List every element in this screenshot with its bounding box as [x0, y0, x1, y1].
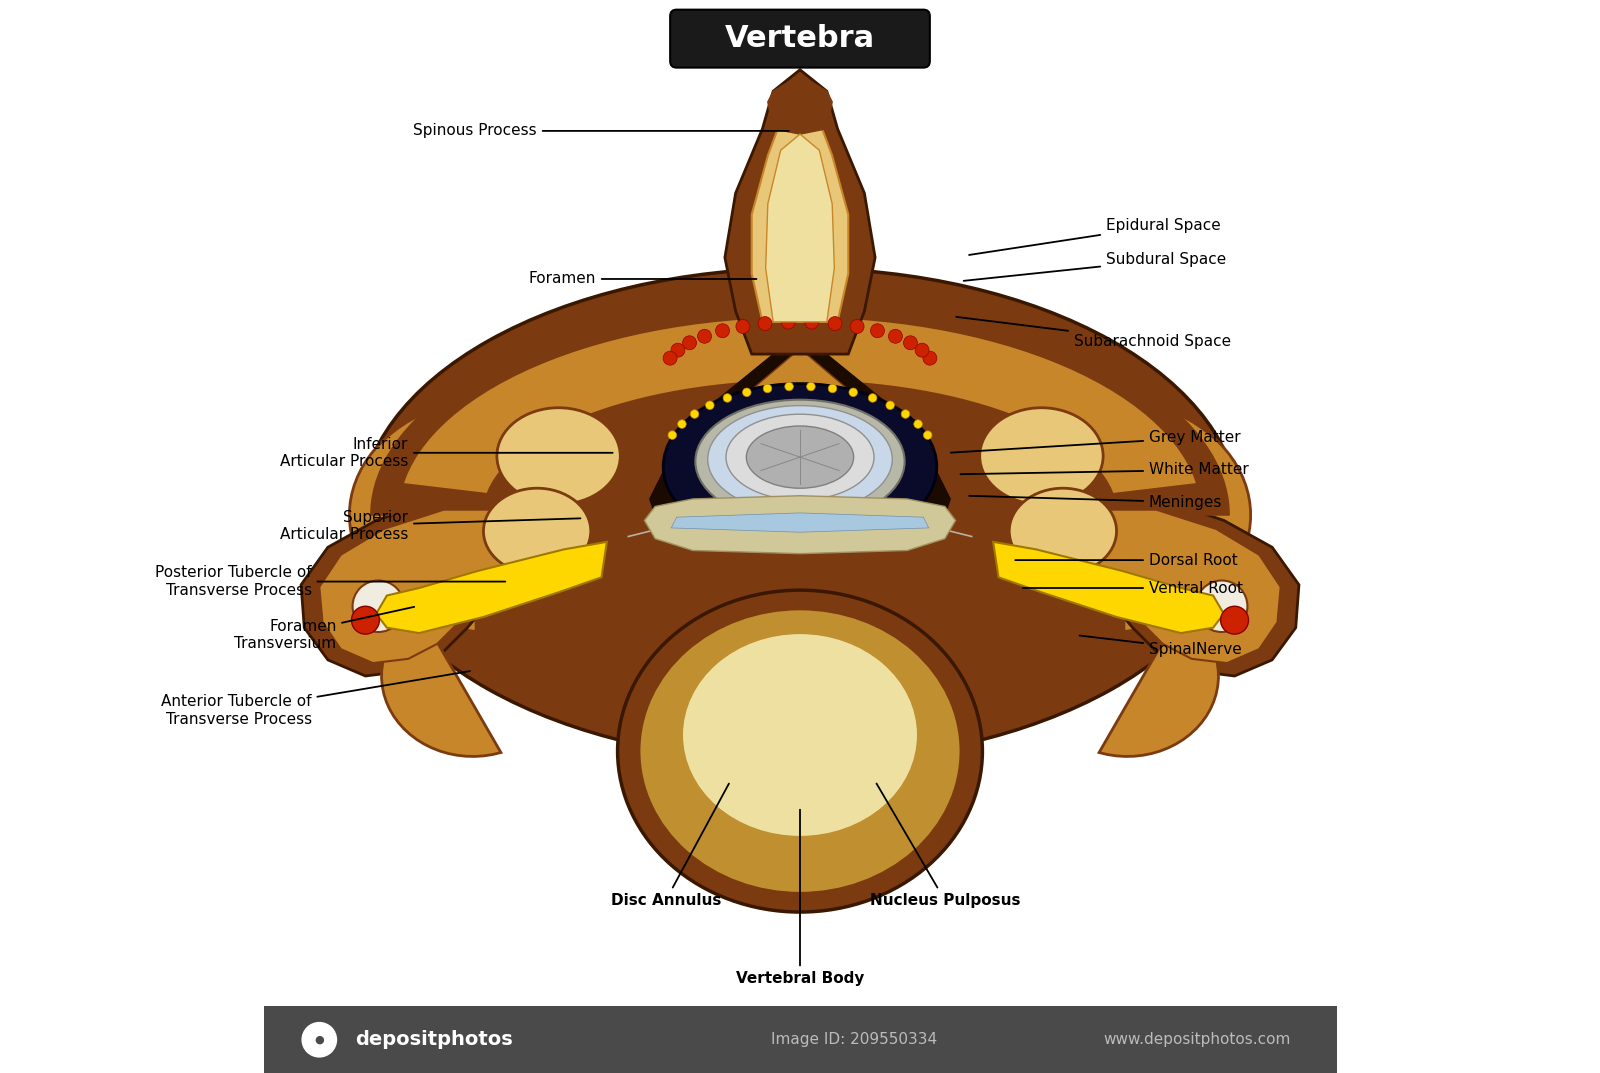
Polygon shape	[1123, 398, 1251, 632]
Ellipse shape	[715, 324, 730, 338]
Ellipse shape	[886, 401, 894, 410]
Polygon shape	[672, 513, 928, 532]
Text: Spinous Process: Spinous Process	[413, 123, 789, 138]
Ellipse shape	[829, 384, 837, 393]
Polygon shape	[752, 97, 848, 322]
Ellipse shape	[746, 426, 854, 488]
Ellipse shape	[690, 410, 699, 418]
Text: Inferior
Articular Process: Inferior Articular Process	[280, 437, 613, 469]
Text: Anterior Tubercle of
Transverse Process: Anterior Tubercle of Transverse Process	[162, 671, 470, 726]
Text: Vertebra: Vertebra	[725, 24, 875, 54]
Polygon shape	[682, 349, 918, 499]
Polygon shape	[768, 75, 832, 134]
FancyBboxPatch shape	[670, 10, 930, 68]
Ellipse shape	[781, 315, 795, 329]
Polygon shape	[725, 70, 875, 354]
Ellipse shape	[302, 1023, 336, 1057]
Polygon shape	[371, 300, 1229, 515]
Text: Foramen
Transversium: Foramen Transversium	[234, 607, 414, 651]
Ellipse shape	[726, 414, 874, 500]
Ellipse shape	[870, 324, 885, 338]
Ellipse shape	[758, 317, 771, 330]
Text: Ventral Root: Ventral Root	[1022, 580, 1243, 596]
Ellipse shape	[678, 420, 686, 428]
Text: Grey Matter: Grey Matter	[950, 430, 1240, 453]
Text: ●: ●	[315, 1034, 325, 1045]
Ellipse shape	[683, 336, 696, 350]
Text: Superior
Articular Process: Superior Articular Process	[280, 510, 581, 542]
Text: Subdural Space: Subdural Space	[963, 252, 1226, 281]
Ellipse shape	[888, 329, 902, 343]
Ellipse shape	[662, 351, 677, 365]
Polygon shape	[650, 333, 950, 520]
Ellipse shape	[736, 320, 750, 334]
Ellipse shape	[483, 488, 590, 574]
Ellipse shape	[784, 382, 794, 391]
Ellipse shape	[923, 430, 931, 439]
Ellipse shape	[1195, 580, 1248, 632]
Ellipse shape	[850, 388, 858, 397]
Ellipse shape	[662, 384, 938, 550]
Ellipse shape	[901, 410, 910, 418]
Text: Subarachnoid Space: Subarachnoid Space	[957, 317, 1230, 349]
Ellipse shape	[498, 408, 621, 504]
Polygon shape	[381, 611, 501, 756]
Polygon shape	[645, 496, 955, 554]
Polygon shape	[403, 317, 1197, 494]
Ellipse shape	[850, 320, 864, 334]
Ellipse shape	[707, 406, 893, 513]
Bar	[264, 1006, 1336, 1073]
Ellipse shape	[1010, 488, 1117, 574]
Text: Vertebral Body: Vertebral Body	[736, 810, 864, 986]
Text: Image ID: 209550334: Image ID: 209550334	[771, 1032, 936, 1047]
Ellipse shape	[763, 384, 771, 393]
Ellipse shape	[1221, 606, 1248, 634]
Ellipse shape	[723, 394, 731, 402]
Polygon shape	[301, 499, 515, 676]
Ellipse shape	[979, 408, 1102, 504]
Ellipse shape	[914, 420, 922, 428]
Ellipse shape	[682, 633, 918, 837]
Polygon shape	[376, 542, 606, 633]
Polygon shape	[1099, 611, 1219, 756]
Polygon shape	[1085, 499, 1299, 676]
Ellipse shape	[923, 351, 938, 365]
Polygon shape	[320, 510, 509, 663]
Text: depositphotos: depositphotos	[355, 1030, 512, 1049]
Ellipse shape	[669, 430, 677, 439]
Text: Foramen: Foramen	[528, 271, 757, 286]
Ellipse shape	[352, 606, 379, 634]
Ellipse shape	[360, 268, 1240, 762]
Ellipse shape	[742, 388, 750, 397]
Text: Meninges: Meninges	[970, 495, 1222, 510]
Ellipse shape	[829, 317, 842, 330]
Ellipse shape	[698, 329, 712, 343]
Text: Dorsal Root: Dorsal Root	[1016, 553, 1237, 568]
Text: Disc Annulus: Disc Annulus	[611, 783, 730, 908]
Text: White Matter: White Matter	[960, 462, 1248, 477]
Ellipse shape	[352, 580, 405, 632]
Polygon shape	[994, 542, 1224, 633]
Polygon shape	[766, 134, 834, 322]
Ellipse shape	[638, 609, 962, 893]
Text: www.depositphotos.com: www.depositphotos.com	[1104, 1032, 1291, 1047]
Text: Nucleus Pulposus: Nucleus Pulposus	[870, 783, 1021, 908]
Ellipse shape	[706, 401, 714, 410]
Polygon shape	[1091, 510, 1280, 663]
Text: Epidural Space: Epidural Space	[970, 218, 1221, 255]
Text: SpinalNerve: SpinalNerve	[1080, 635, 1242, 657]
Ellipse shape	[869, 394, 877, 402]
Ellipse shape	[904, 336, 917, 350]
Ellipse shape	[805, 315, 819, 329]
Ellipse shape	[670, 343, 685, 357]
Ellipse shape	[618, 590, 982, 912]
Text: Posterior Tubercle of
Transverse Process: Posterior Tubercle of Transverse Process	[155, 565, 506, 598]
Ellipse shape	[806, 382, 816, 391]
Polygon shape	[349, 398, 477, 632]
Ellipse shape	[696, 400, 904, 524]
Ellipse shape	[915, 343, 930, 357]
